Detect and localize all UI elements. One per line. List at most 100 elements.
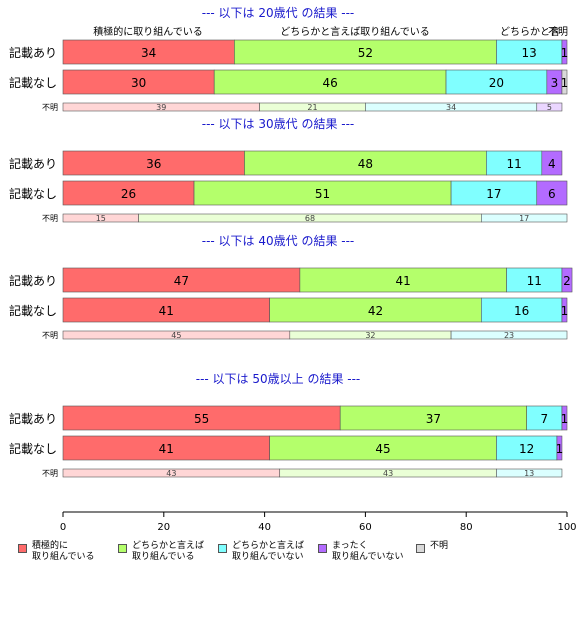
group-title-2: --- 以下は 40歳代 の結果 --- (202, 234, 355, 248)
bar-label-1-with-3: 4 (548, 157, 556, 171)
top-category-label-1: どちらかと言えば取り組んでいる (280, 25, 430, 38)
group-title-1: --- 以下は 30歳代 の結果 --- (202, 117, 355, 131)
row-label-1-unknown: 不明 (42, 214, 58, 223)
legend-label-not-at-all: まったく 取り組んでいない (332, 541, 404, 562)
bar-label-3-with-2: 7 (540, 412, 548, 426)
row-label-3-with: 記載あり (9, 411, 57, 426)
row-label-3-unknown: 不明 (42, 469, 58, 478)
bar-label-0-unknown-1: 21 (307, 103, 317, 112)
bar-label-1-unknown-2: 17 (519, 214, 529, 223)
bar-2-without-3 (561, 297, 568, 323)
bar-label-1-without-3: 6 (548, 187, 556, 201)
bar-label-0-with-0: 34 (141, 46, 156, 60)
bar-label-3-with-1: 37 (426, 412, 441, 426)
bar-0-without-4 (561, 69, 568, 95)
bar-3-with-3 (561, 405, 568, 431)
group-title-3: --- 以下は 50歳以上 の結果 --- (196, 372, 361, 386)
bar-label-3-with-3: 1 (561, 412, 569, 426)
bar-1-without-2 (450, 180, 538, 206)
bar-2-with-3 (561, 267, 573, 293)
bar-label-1-with-1: 48 (358, 157, 373, 171)
row-label-3-without: 記載なし (9, 441, 57, 456)
x-tick-label-3: 60 (359, 522, 372, 533)
bar-label-0-unknown-2: 34 (446, 103, 456, 112)
bar-1-unknown-2 (481, 213, 568, 223)
top-category-label-2: どちらかと言 (500, 25, 560, 38)
row-label-2-without: 記載なし (9, 303, 57, 318)
bar-3-without-1 (269, 435, 497, 461)
bar-label-0-without-0: 30 (131, 76, 146, 90)
bar-label-2-with-1: 41 (396, 274, 411, 288)
bar-label-1-unknown-0: 15 (96, 214, 106, 223)
legend-swatch-unknown (416, 544, 425, 553)
bar-3-with-1 (339, 405, 527, 431)
legend-label-active: 積極的に 取り組んでいる (32, 541, 95, 562)
bar-label-3-without-3: 1 (556, 442, 564, 456)
bar-label-0-with-2: 13 (522, 46, 537, 60)
bar-label-2-without-3: 1 (561, 304, 569, 318)
bar-label-1-with-2: 11 (506, 157, 521, 171)
bar-label-0-without-1: 46 (322, 76, 337, 90)
row-label-2-with: 記載あり (9, 273, 57, 288)
x-tick-label-5: 100 (557, 522, 576, 533)
bar-label-1-with-0: 36 (146, 157, 161, 171)
bar-2-unknown-2 (450, 330, 568, 340)
bar-1-with-1 (244, 150, 487, 176)
bar-label-1-without-2: 17 (486, 187, 501, 201)
bar-3-unknown-2 (496, 468, 563, 478)
bar-label-2-without-0: 41 (159, 304, 174, 318)
row-label-1-without: 記載なし (9, 186, 57, 201)
bar-1-with-2 (486, 150, 543, 176)
bar-label-1-without-1: 51 (315, 187, 330, 201)
bar-label-2-without-2: 16 (514, 304, 529, 318)
bar-label-2-without-1: 42 (368, 304, 383, 318)
bar-0-unknown-3 (536, 102, 563, 112)
legend-swatch-active (18, 544, 27, 553)
legend-swatch-somewhat-inactive (218, 544, 227, 553)
legend-label-somewhat-active: どちらかと言えば 取り組んでいる (132, 541, 205, 562)
legend-label-somewhat-inactive: どちらかと言えば 取り組んでいない (232, 541, 305, 562)
top-category-label-3: 不明 (548, 26, 568, 38)
bar-label-2-with-3: 2 (563, 274, 571, 288)
bar-1-without-3 (536, 180, 568, 206)
bar-label-3-unknown-2: 13 (524, 469, 534, 478)
bar-0-with-1 (234, 39, 497, 65)
bar-label-2-with-2: 11 (527, 274, 542, 288)
bar-2-without-1 (269, 297, 482, 323)
group-title-0: --- 以下は 20歳代 の結果 --- (202, 6, 355, 20)
bar-label-2-unknown-2: 23 (504, 331, 514, 340)
bar-3-with-0 (62, 405, 341, 431)
bar-label-2-with-0: 47 (174, 274, 189, 288)
bar-label-2-unknown-0: 45 (171, 331, 181, 340)
bar-0-with-2 (496, 39, 563, 65)
bar-2-without-0 (62, 297, 270, 323)
legend-swatch-somewhat-active (118, 544, 127, 553)
top-category-label-0: 積極的に取り組んでいる (93, 25, 203, 38)
bar-label-0-unknown-3: 5 (547, 103, 552, 112)
bar-label-0-without-4: 1 (561, 76, 569, 90)
bar-label-0-without-2: 20 (489, 76, 504, 90)
legend-label-unknown: 不明 (430, 541, 449, 551)
x-tick-label-4: 80 (460, 522, 473, 533)
bar-0-without-1 (213, 69, 447, 95)
bar-3-without-3 (556, 435, 563, 461)
row-label-0-unknown: 不明 (42, 103, 58, 112)
bar-2-with-1 (299, 267, 507, 293)
bar-label-2-unknown-1: 32 (365, 331, 375, 340)
row-label-0-with: 記載あり (9, 45, 57, 60)
row-label-0-without: 記載なし (9, 75, 57, 90)
legend-swatch-not-at-all (318, 544, 327, 553)
x-tick-label-0: 0 (60, 522, 66, 533)
bar-0-with-0 (62, 39, 235, 65)
bar-label-3-unknown-0: 43 (166, 469, 176, 478)
bar-1-with-0 (62, 150, 245, 176)
bar-label-1-unknown-1: 68 (305, 214, 315, 223)
bar-0-with-3 (561, 39, 568, 65)
bar-label-1-without-0: 26 (121, 187, 136, 201)
x-tick-label-1: 20 (157, 522, 170, 533)
bar-0-without-2 (445, 69, 548, 95)
bar-0-without-0 (62, 69, 215, 95)
bar-label-0-with-1: 52 (358, 46, 373, 60)
bar-1-with-3 (541, 150, 563, 176)
